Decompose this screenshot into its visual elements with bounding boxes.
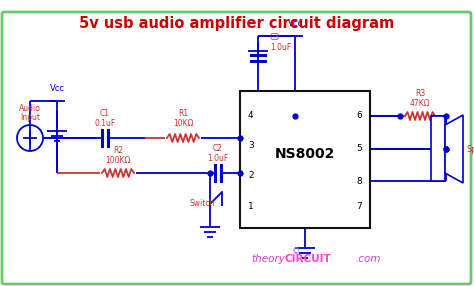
Text: C3: C3: [270, 33, 280, 42]
Text: 5: 5: [356, 144, 362, 153]
Text: 1.0uF: 1.0uF: [270, 43, 291, 52]
Text: 100KΩ: 100KΩ: [105, 156, 131, 165]
Text: NS8002: NS8002: [275, 148, 335, 162]
Text: Vcc: Vcc: [49, 84, 64, 93]
Polygon shape: [445, 115, 463, 183]
Text: CIRCUIT: CIRCUIT: [285, 254, 332, 264]
Text: Input: Input: [20, 113, 40, 122]
Text: R1: R1: [178, 109, 188, 118]
Text: 0.1uF: 0.1uF: [94, 119, 116, 128]
FancyBboxPatch shape: [2, 12, 471, 284]
Text: .com: .com: [355, 254, 381, 264]
Bar: [431, 116, 445, 181]
Text: 3: 3: [248, 141, 254, 150]
Text: R3: R3: [415, 89, 425, 98]
Text: 1: 1: [248, 202, 254, 210]
Text: 47KΩ: 47KΩ: [410, 99, 430, 108]
Text: 7: 7: [356, 202, 362, 210]
Text: Vcc: Vcc: [288, 19, 302, 28]
Text: Switch: Switch: [190, 199, 215, 208]
Text: 10KΩ: 10KΩ: [173, 119, 193, 128]
Text: C2: C2: [213, 144, 223, 153]
Text: 6: 6: [356, 111, 362, 120]
Text: 4: 4: [248, 111, 254, 120]
Text: 1.0uF: 1.0uF: [207, 154, 228, 163]
Bar: [240, 91, 370, 228]
Text: 8: 8: [356, 177, 362, 186]
Text: Audio: Audio: [19, 104, 41, 113]
Text: R2: R2: [113, 146, 123, 155]
Text: ©: ©: [292, 247, 300, 256]
Text: 2: 2: [248, 171, 254, 180]
Text: Speaker: Speaker: [467, 144, 474, 154]
Text: C1: C1: [100, 109, 110, 118]
Text: 5v usb audio amplifier circuit diagram: 5v usb audio amplifier circuit diagram: [79, 16, 395, 31]
Text: theory: theory: [251, 254, 285, 264]
